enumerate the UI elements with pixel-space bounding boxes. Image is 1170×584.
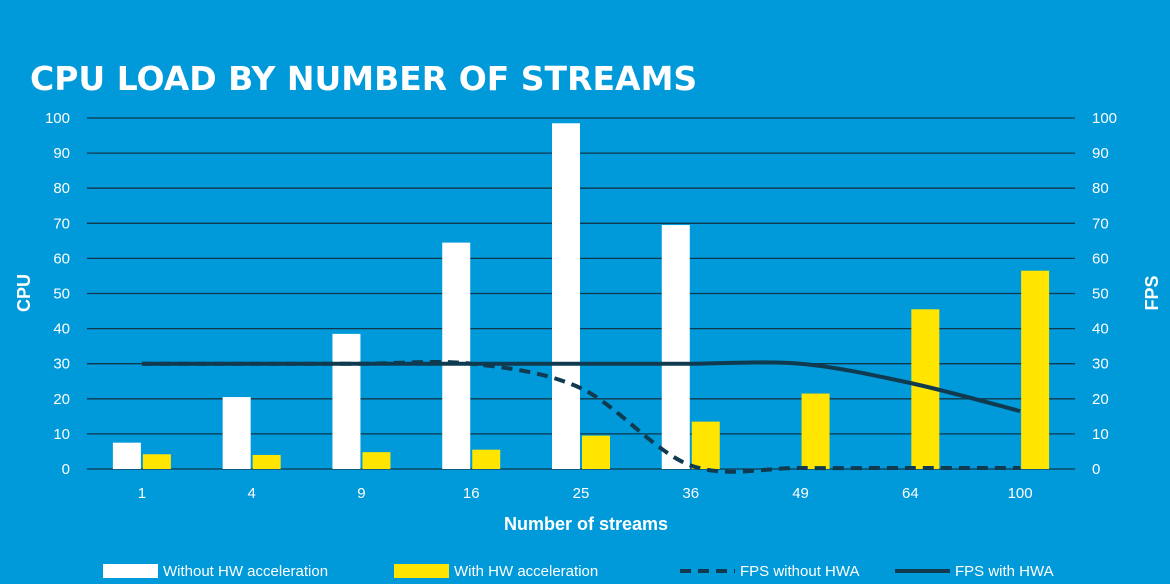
- bar-with-hw: [801, 393, 830, 469]
- y2-tick-label: 80: [1092, 180, 1109, 197]
- bar-with-hw: [472, 449, 501, 469]
- bar-without-hw: [222, 397, 251, 469]
- y-tick-label: 60: [53, 250, 70, 267]
- x-tick-label: 4: [247, 485, 255, 502]
- bar-with-hw: [142, 454, 171, 469]
- y-axis-label: CPU: [14, 274, 34, 312]
- y2-tick-label: 50: [1092, 286, 1109, 303]
- y2-tick-label: 40: [1092, 321, 1109, 338]
- fps-with-hwa-line: [141, 360, 1021, 414]
- y-tick-label: 30: [53, 356, 70, 373]
- y-tick-label: 100: [45, 110, 70, 127]
- bar-without-hw: [552, 123, 580, 469]
- bar-with-hw: [362, 452, 391, 469]
- x-tick-label: 9: [357, 485, 365, 502]
- bars: [112, 123, 1050, 469]
- legend-swatch-without-hw: [103, 564, 158, 578]
- y2-tick-label: 70: [1092, 215, 1109, 232]
- x-tick-label: 25: [573, 485, 590, 502]
- y2-tick-label: 0: [1092, 461, 1100, 478]
- x-axis-label: Number of streams: [504, 514, 668, 534]
- y-tick-label: 70: [53, 215, 70, 232]
- y-tick-label: 20: [53, 391, 70, 408]
- y2-tick-label: 90: [1092, 145, 1109, 162]
- legend-label: Without HW acceleration: [163, 563, 328, 580]
- legend-label: FPS without HWA: [740, 563, 859, 580]
- bar-without-hw: [661, 225, 690, 469]
- x-axis-ticks: 1 4 9 16 25 36 49 64 100: [138, 485, 1033, 502]
- legend-label: FPS with HWA: [955, 563, 1054, 580]
- y-tick-label: 10: [53, 426, 70, 443]
- y2-tick-label: 30: [1092, 356, 1109, 373]
- fps-lines: [141, 359, 1021, 474]
- y2-tick-label: 20: [1092, 391, 1109, 408]
- y2-tick-label: 100: [1092, 110, 1117, 127]
- y-tick-label: 50: [53, 286, 70, 303]
- x-tick-label: 1: [138, 485, 146, 502]
- x-tick-label: 49: [792, 485, 809, 502]
- right-axis-ticks: 0 10 20 30 40 50 60 70 80 90 100: [1092, 110, 1117, 478]
- y-tick-label: 40: [53, 321, 70, 338]
- bar-with-hw: [252, 454, 281, 469]
- left-axis-ticks: 0 10 20 30 40 50 60 70 80 90 100: [45, 110, 70, 478]
- legend: Without HW acceleration With HW accelerat…: [103, 563, 1054, 580]
- bar-without-hw: [112, 442, 141, 469]
- x-tick-label: 64: [902, 485, 919, 502]
- y-tick-label: 0: [62, 461, 70, 478]
- bar-with-hw: [691, 421, 720, 469]
- y2-axis-label: FPS: [1142, 275, 1162, 310]
- y-tick-label: 80: [53, 180, 70, 197]
- y2-tick-label: 10: [1092, 426, 1109, 443]
- legend-label: With HW acceleration: [454, 563, 598, 580]
- bar-without-hw: [332, 333, 361, 469]
- chart-title: CPU LOAD BY NUMBER OF STREAMS: [30, 59, 697, 98]
- legend-swatch-with-hw: [394, 564, 449, 578]
- y2-tick-label: 60: [1092, 250, 1109, 267]
- bar-with-hw: [1021, 270, 1050, 469]
- bar-without-hw: [442, 242, 471, 469]
- bar-with-hw: [582, 435, 610, 469]
- x-tick-label: 36: [682, 485, 699, 502]
- y-tick-label: 90: [53, 145, 70, 162]
- gridlines: [87, 117, 1075, 470]
- x-tick-label: 100: [1008, 485, 1033, 502]
- x-tick-label: 16: [463, 485, 480, 502]
